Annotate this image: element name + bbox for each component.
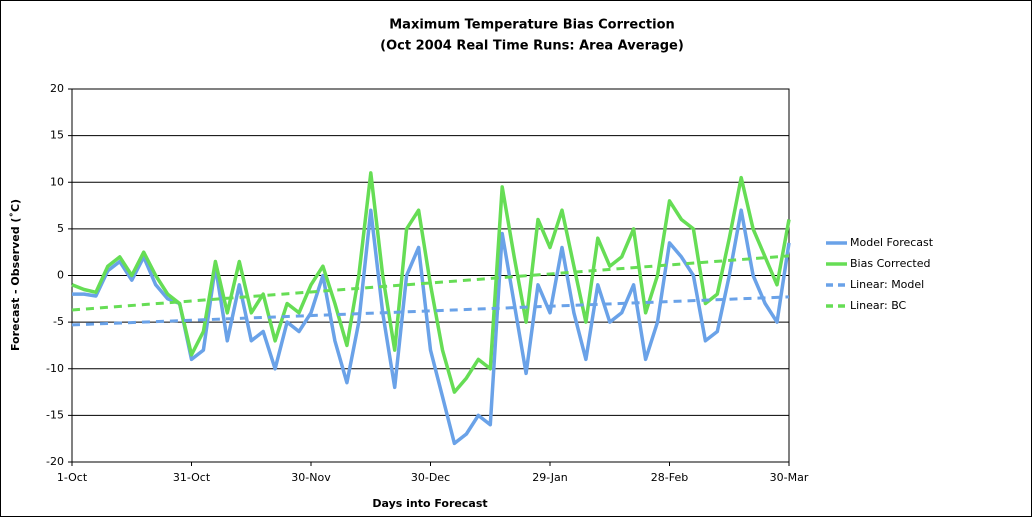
y-tick-label: -10: [46, 362, 64, 375]
y-axis-title: Forecast - Observed (˚C): [9, 199, 22, 351]
chart-subtitle: (Oct 2004 Real Time Runs: Area Average): [380, 39, 684, 54]
legend-label: Bias Corrected: [850, 257, 930, 270]
x-tick-label: 1-Oct: [57, 471, 88, 484]
y-tick-label: 15: [50, 129, 64, 142]
x-tick-label: 29-Jan: [532, 471, 568, 484]
chart-title: Maximum Temperature Bias Correction: [389, 18, 675, 33]
y-tick-label: 20: [50, 82, 64, 95]
plot-border: [71, 88, 790, 463]
series-line: [71, 171, 791, 394]
y-tick-label: -20: [46, 455, 64, 468]
x-tick-label: 28-Feb: [651, 471, 688, 484]
legend-label: Model Forecast: [850, 236, 934, 249]
y-tick-label: 5: [57, 222, 64, 235]
y-tick-label: -15: [46, 408, 64, 421]
x-axis-title: Days into Forecast: [372, 497, 487, 510]
trend-line: [71, 295, 790, 327]
y-tick-label: -5: [53, 315, 64, 328]
x-tick-label: 31-Oct: [173, 471, 211, 484]
y-tick-label: 10: [50, 175, 64, 188]
legend-label: Linear: BC: [850, 299, 907, 312]
trend-line: [71, 254, 790, 312]
legend-label: Linear: Model: [850, 278, 924, 291]
x-tick-label: 30-Nov: [291, 471, 331, 484]
y-tick-label: 0: [57, 269, 64, 282]
series-line: [72, 208, 791, 446]
x-tick-label: 30-Mar: [770, 471, 809, 484]
x-tick-label: 30-Dec: [411, 471, 450, 484]
